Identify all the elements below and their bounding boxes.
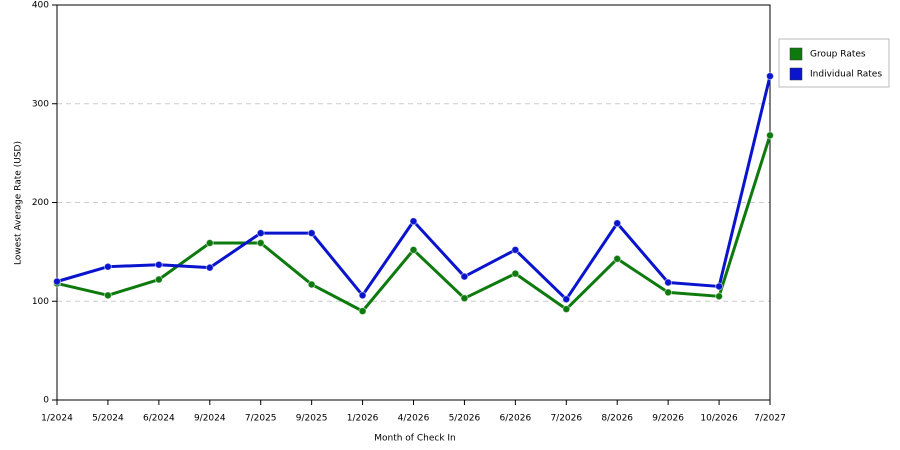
data-point [613,219,622,228]
x-tick-label: 5/2026 [449,414,481,424]
data-point [715,282,724,291]
x-axis-label: Month of Check In [374,434,456,444]
x-tick-label: 5/2024 [92,414,124,424]
data-point [715,292,724,301]
data-point [307,280,316,289]
x-tick-label: 10/2026 [700,414,738,424]
x-tick-label: 7/2027 [754,414,786,424]
y-tick-label: 400 [32,1,49,11]
data-point [53,277,61,286]
legend-label: Group Rates [810,50,866,60]
x-tick-label: 9/2025 [296,414,328,424]
data-point [766,131,774,140]
data-point [511,245,520,254]
y-axis-label: Lowest Average Rate (USD) [14,141,24,265]
data-point [511,269,520,278]
x-tick-label: 6/2026 [500,414,532,424]
x-tick-label: 1/2024 [41,414,73,424]
data-point [358,291,367,300]
legend-label: Individual Rates [810,70,882,80]
x-tick-label: 7/2026 [550,414,582,424]
data-point [409,217,418,226]
y-tick-label: 100 [32,297,49,307]
data-point [460,294,469,303]
data-point [103,262,112,271]
data-point [103,291,112,300]
x-tick-label: 8/2026 [601,414,633,424]
y-tick-label: 300 [32,99,49,109]
x-tick-label: 9/2024 [194,414,226,424]
legend-swatch [789,67,803,81]
x-tick-label: 1/2026 [347,414,379,424]
x-tick-label: 4/2026 [398,414,430,424]
data-point [358,307,367,316]
data-point [154,260,163,269]
data-point [409,245,418,254]
data-point [766,72,774,81]
legend-swatch [789,47,803,61]
data-point [307,229,316,238]
x-tick-label: 9/2026 [652,414,684,424]
data-point [154,275,163,284]
y-tick-label: 200 [32,198,49,208]
data-point [562,305,571,314]
data-point [664,288,673,297]
y-tick-label: 0 [43,396,49,406]
data-point [460,272,469,281]
x-tick-label: 7/2025 [245,414,277,424]
data-point [613,254,622,263]
series-line [56,75,772,301]
x-tick-label: 6/2024 [143,414,175,424]
data-point [562,295,571,304]
data-point [664,278,673,287]
data-point [256,238,265,247]
data-point [205,238,214,247]
data-point [205,263,214,272]
data-point [256,229,265,238]
